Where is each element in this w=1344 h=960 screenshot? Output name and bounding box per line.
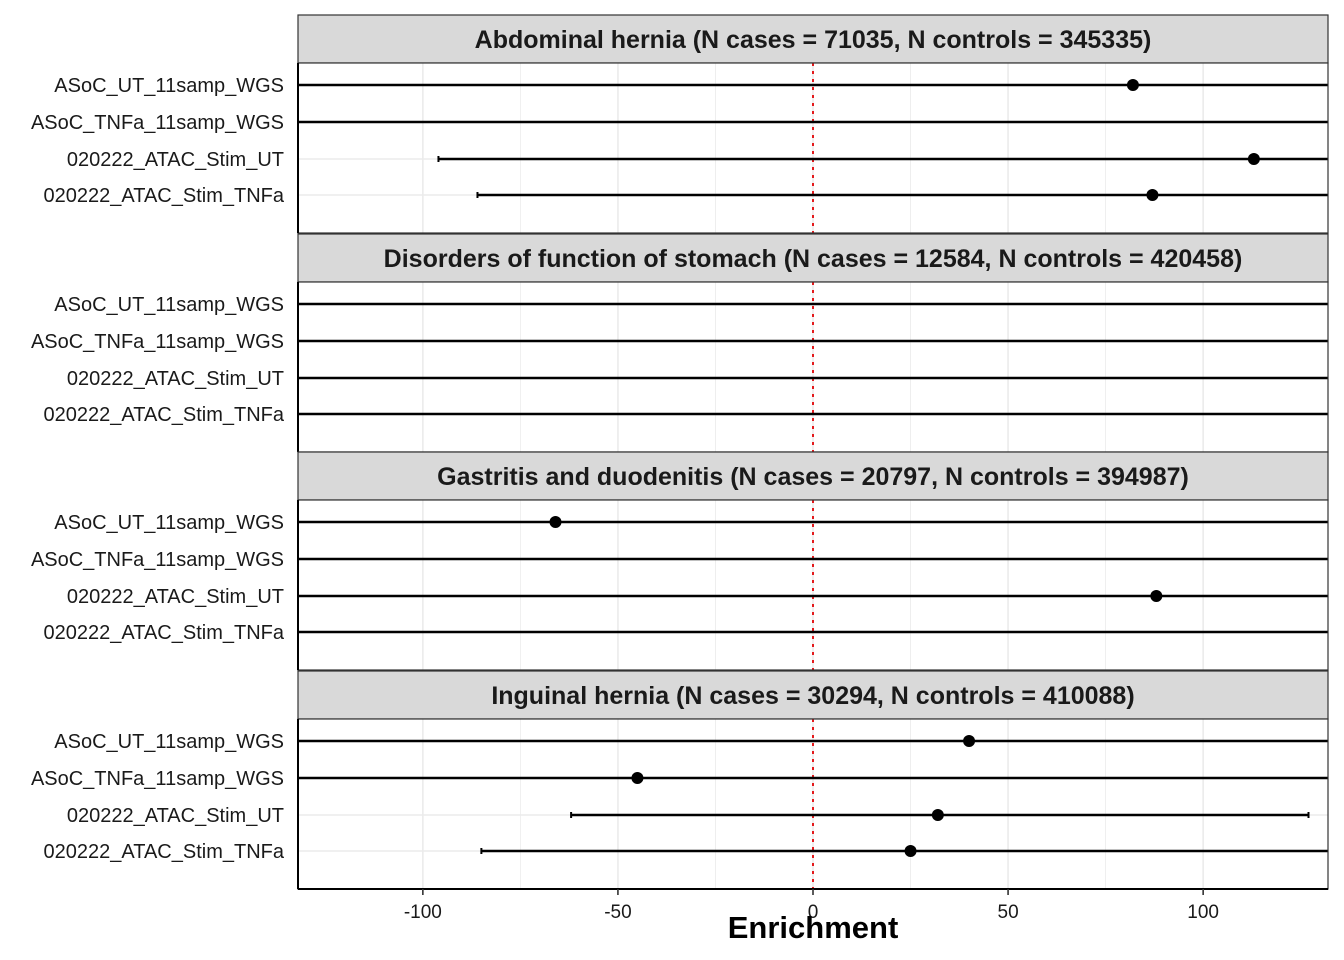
estimate-point <box>549 516 562 528</box>
panel-title: Gastritis and duodenitis (N cases = 2079… <box>437 463 1189 491</box>
estimate-point <box>631 772 644 784</box>
row-label: ASoC_UT_11samp_WGS <box>54 731 284 753</box>
panel-1: Abdominal hernia (N cases = 71035, N con… <box>31 14 1329 234</box>
row-label: 020222_ATAC_Stim_TNFa <box>44 404 285 426</box>
estimate-point <box>904 845 917 857</box>
x-tick-label: 100 <box>1187 902 1219 923</box>
panel-strip <box>297 451 1329 501</box>
row-label: 020222_ATAC_Stim_TNFa <box>44 185 285 207</box>
panel-4: Inguinal hernia (N cases = 30294, N cont… <box>31 670 1329 890</box>
panel-3: Gastritis and duodenitis (N cases = 2079… <box>31 451 1329 671</box>
panel-strip <box>297 14 1329 64</box>
estimate-point <box>931 809 944 821</box>
estimate-point <box>1247 153 1260 165</box>
row-label: 020222_ATAC_Stim_TNFa <box>44 841 285 863</box>
panel-title: Abdominal hernia (N cases = 71035, N con… <box>475 26 1152 54</box>
x-axis: -100 -50 0 50 100 <box>298 888 1328 923</box>
panels-layer: Abdominal hernia (N cases = 71035, N con… <box>31 14 1329 890</box>
panel-strip <box>297 670 1329 720</box>
panel-title: Disorders of function of stomach (N case… <box>384 245 1243 273</box>
panel-2: Disorders of function of stomach (N case… <box>31 233 1329 453</box>
estimate-point <box>1150 590 1163 602</box>
x-tick-label: 50 <box>998 902 1019 923</box>
row-label: ASoC_UT_11samp_WGS <box>54 75 284 97</box>
x-tick-label: 0 <box>808 902 819 923</box>
estimate-point <box>1126 79 1139 91</box>
x-tick-label: -100 <box>404 902 442 923</box>
estimate-point <box>963 735 976 747</box>
row-label: ASoC_TNFa_11samp_WGS <box>31 331 284 353</box>
row-label: ASoC_TNFa_11samp_WGS <box>31 549 284 571</box>
row-label: 020222_ATAC_Stim_UT <box>67 368 284 390</box>
estimate-point <box>1146 189 1159 201</box>
panel-strip <box>297 233 1329 283</box>
row-label: 020222_ATAC_Stim_UT <box>67 149 284 171</box>
row-label: ASoC_UT_11samp_WGS <box>54 294 284 316</box>
row-label: 020222_ATAC_Stim_UT <box>67 805 284 827</box>
row-label: 020222_ATAC_Stim_UT <box>67 586 284 608</box>
row-label: ASoC_TNFa_11samp_WGS <box>31 768 284 790</box>
x-axis-title: Enrichment <box>728 910 899 945</box>
row-label: ASoC_TNFa_11samp_WGS <box>31 112 284 134</box>
x-tick-label: -50 <box>604 902 631 923</box>
panel-title: Inguinal hernia (N cases = 30294, N cont… <box>491 682 1134 710</box>
row-label: ASoC_UT_11samp_WGS <box>54 512 284 534</box>
row-label: 020222_ATAC_Stim_TNFa <box>44 622 285 644</box>
